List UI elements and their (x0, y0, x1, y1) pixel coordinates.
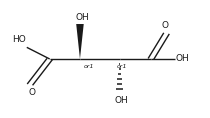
Text: O: O (162, 21, 169, 30)
Text: OH: OH (176, 55, 190, 63)
Polygon shape (76, 24, 84, 59)
Text: or1: or1 (84, 64, 94, 69)
Text: or1: or1 (117, 64, 128, 69)
Text: OH: OH (115, 96, 129, 105)
Text: O: O (29, 88, 35, 97)
Text: HO: HO (12, 35, 26, 44)
Text: OH: OH (75, 13, 89, 22)
